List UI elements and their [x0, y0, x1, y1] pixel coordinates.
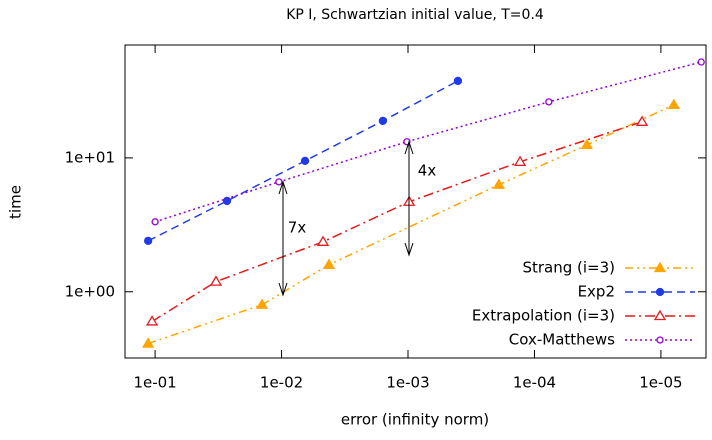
legend-label: Cox-Matthews — [509, 331, 615, 349]
series-line — [151, 121, 643, 323]
data-point — [255, 298, 269, 309]
legend-marker — [653, 309, 667, 321]
data-point — [580, 138, 594, 150]
annotation: 7x — [288, 219, 307, 237]
legend-label: Exp2 — [578, 283, 615, 301]
data-point — [143, 236, 153, 246]
series-line — [154, 61, 702, 223]
data-point — [492, 178, 506, 189]
data-point — [145, 315, 159, 326]
legend-label: Strang (i=3) — [522, 259, 615, 277]
data-point — [300, 156, 310, 166]
legend-marker — [656, 336, 664, 344]
plot-frame — [124, 44, 707, 359]
x-tick-label: 1e-01 — [133, 374, 176, 392]
series-line — [147, 104, 675, 345]
data-point — [209, 275, 223, 286]
x-tick-label: 1e-02 — [260, 374, 303, 392]
data-point — [545, 98, 553, 106]
legend-label: Extrapolation (i=3) — [472, 307, 615, 325]
data-point — [316, 235, 330, 246]
data-point — [635, 115, 649, 126]
data-point — [275, 178, 283, 186]
x-tick-label: 1e-04 — [513, 374, 556, 392]
data-point — [142, 337, 155, 348]
data-point — [697, 58, 705, 66]
data-point — [222, 196, 232, 206]
data-point — [513, 155, 527, 167]
arrow-head — [404, 242, 414, 257]
legend-marker — [653, 261, 667, 273]
data-point — [322, 258, 336, 269]
data-point — [667, 98, 680, 109]
data-point — [453, 76, 463, 86]
annotation: 4x — [418, 162, 437, 180]
y-tick-label: 1e+00 — [65, 282, 115, 300]
x-axis-label: error (infinity norm) — [341, 411, 489, 429]
arrow-head — [404, 140, 414, 155]
y-axis-label: time — [7, 185, 25, 219]
data-point — [151, 218, 159, 226]
x-tick-label: 1e-05 — [639, 374, 682, 392]
y-tick-label: 1e+01 — [65, 148, 115, 166]
x-tick-label: 1e-03 — [386, 374, 429, 392]
legend-marker — [655, 287, 665, 297]
arrow-head — [278, 180, 288, 195]
arrow-head — [278, 282, 288, 297]
data-point — [378, 116, 388, 126]
chart-title: KP I, Schwartzian initial value, T=0.4 — [286, 7, 544, 23]
